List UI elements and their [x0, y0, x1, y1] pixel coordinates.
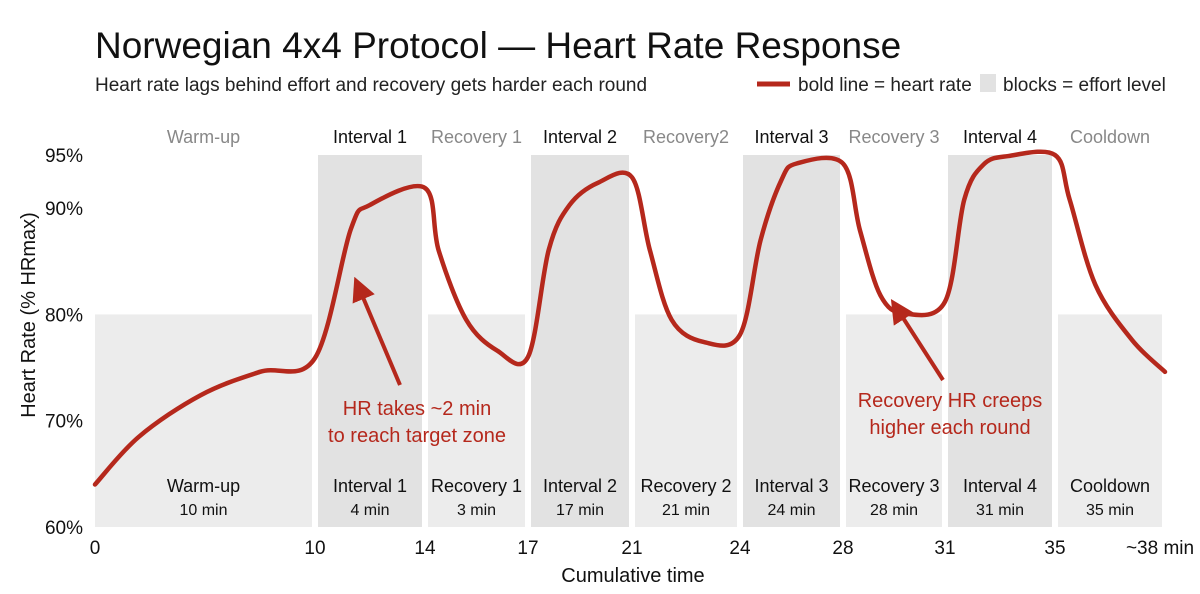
phase-top-label: Interval 1: [333, 127, 407, 147]
phase-duration: 21 min: [662, 502, 710, 519]
phase-label: Interval 2: [543, 476, 617, 496]
phase-label: Recovery 3: [848, 476, 939, 496]
phase-top-label: Recovery 1: [431, 127, 522, 147]
phase-top-label: Recovery2: [643, 127, 729, 147]
annotation-text: HR takes ~2 min: [343, 398, 491, 420]
heart-rate-line: [92, 149, 1168, 487]
x-tick-label: ~38 min: [1126, 538, 1194, 559]
x-tick-label: 28: [832, 538, 853, 559]
phase-top-label: Recovery 3: [848, 127, 939, 147]
x-tick-label: 24: [729, 538, 751, 559]
y-tick-label: 70%: [45, 412, 83, 433]
phase-duration: 35 min: [1086, 502, 1134, 519]
phase-label: Warm-up: [167, 476, 240, 496]
effort-block: [846, 314, 942, 527]
phase-label: Interval 4: [963, 476, 1037, 496]
effort-block: [95, 314, 312, 527]
x-tick-label: 31: [934, 538, 955, 559]
phase-duration: 28 min: [870, 502, 918, 519]
phase-duration: 17 min: [556, 502, 604, 519]
legend-block-swatch: [980, 74, 996, 92]
annotation-text: Recovery HR creeps: [858, 390, 1043, 412]
chart-title: Norwegian 4x4 Protocol — Heart Rate Resp…: [95, 25, 901, 66]
phase-label: Interval 1: [333, 476, 407, 496]
x-tick-label: 17: [517, 538, 538, 559]
y-tick-label: 80%: [45, 305, 83, 326]
phase-duration: 3 min: [457, 502, 496, 519]
chart-subtitle: Heart rate lags behind effort and recove…: [95, 75, 647, 96]
x-tick-label: 21: [621, 538, 642, 559]
y-axis-label: Heart Rate (% HRmax): [18, 212, 40, 418]
effort-block: [948, 155, 1052, 527]
annotation-text: to reach target zone: [328, 425, 506, 447]
legend-block-label: blocks = effort level: [1003, 75, 1166, 96]
x-tick-label: 35: [1044, 538, 1065, 559]
annotation-text: higher each round: [869, 417, 1030, 439]
phase-label: Cooldown: [1070, 476, 1150, 496]
annotation-arrow: [352, 276, 402, 386]
annotation-arrow: [890, 299, 945, 382]
phase-duration: 10 min: [179, 502, 227, 519]
effort-block: [531, 155, 629, 527]
phase-top-label: Interval 3: [754, 127, 828, 147]
phase-label: Recovery 1: [431, 476, 522, 496]
phase-top-label: Interval 2: [543, 127, 617, 147]
phase-label: Interval 3: [754, 476, 828, 496]
effort-block: [318, 155, 422, 527]
legend: bold line = heart rate blocks = effort l…: [757, 74, 1166, 96]
effort-block: [428, 314, 525, 527]
effort-block: [635, 314, 737, 527]
phase-top-label: Cooldown: [1070, 127, 1150, 147]
phase-top-label: Interval 4: [963, 127, 1037, 147]
phase-duration: 24 min: [767, 502, 815, 519]
effort-block: [1058, 314, 1162, 527]
effort-block: [743, 155, 840, 527]
x-tick-label: 10: [304, 538, 325, 559]
phase-top-label: Warm-up: [167, 127, 240, 147]
y-tick-label: 90%: [45, 199, 83, 220]
phase-duration: 31 min: [976, 502, 1024, 519]
x-axis-label: Cumulative time: [561, 565, 704, 587]
phase-duration: 4 min: [350, 502, 389, 519]
x-tick-label: 0: [90, 538, 101, 559]
legend-line-label: bold line = heart rate: [798, 75, 972, 96]
phase-label: Recovery 2: [640, 476, 731, 496]
y-tick-label: 95%: [45, 146, 83, 167]
x-tick-label: 14: [414, 538, 436, 559]
y-tick-label: 60%: [45, 518, 83, 539]
